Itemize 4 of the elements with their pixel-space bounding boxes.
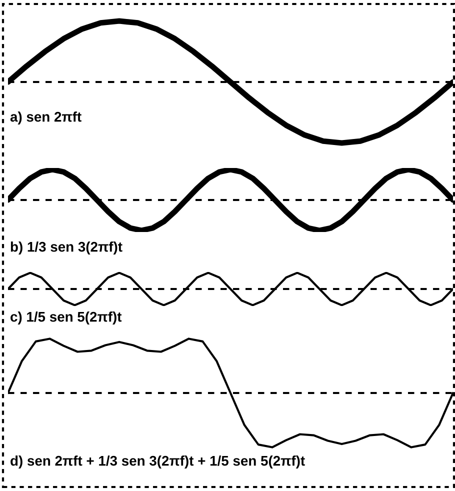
text: b) 1/3 sen 3(2πf)t	[10, 242, 122, 254]
text: c) 1/5 sen 5(2πf)t	[10, 312, 122, 324]
text: d) sen 2πft + 1/3 sen 3(2πf)t + 1/5 sen 5(2πf)t	[10, 456, 305, 468]
annotation: a) sen 2πft	[10, 112, 82, 124]
